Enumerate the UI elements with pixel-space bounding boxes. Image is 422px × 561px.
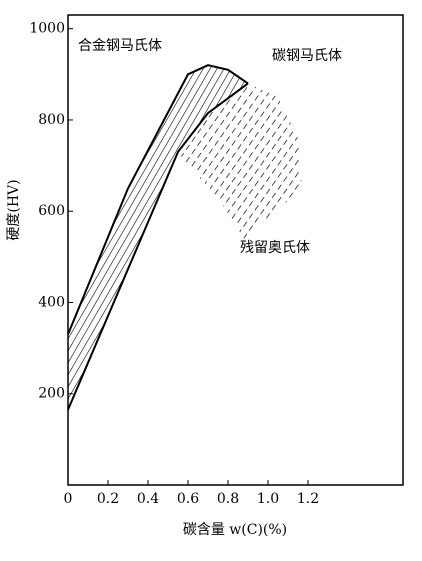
y-tick-label: 600: [38, 203, 65, 219]
x-axis-title: 碳含量 w(C)(%): [183, 522, 287, 538]
plot-frame: [67, 14, 404, 486]
band-fill: [68, 65, 248, 410]
y-tick-label: 400: [38, 294, 65, 310]
x-tick-label: 0.8: [217, 491, 239, 507]
y-tick-label: 200: [38, 386, 65, 402]
x-tick-label: 0.6: [177, 491, 199, 507]
annotation: 残留奥氏体: [240, 239, 310, 256]
x-tick-label: 0: [64, 491, 73, 507]
series-line: [67, 64, 249, 335]
y-tick-label: 1000: [29, 21, 65, 37]
x-tick-label: 1.2: [297, 491, 319, 507]
y-tick-label: 800: [38, 112, 65, 128]
y-axis-title: 硬度(HV): [6, 179, 22, 240]
annotation: 合金钢马氏体: [78, 38, 162, 54]
x-tick-label: 0.2: [97, 491, 119, 507]
x-tick-label: 0.4: [137, 491, 159, 507]
annotation: 碳钢马氏体: [272, 48, 342, 64]
x-tick-label: 1.0: [257, 491, 279, 507]
region: [178, 83, 302, 239]
